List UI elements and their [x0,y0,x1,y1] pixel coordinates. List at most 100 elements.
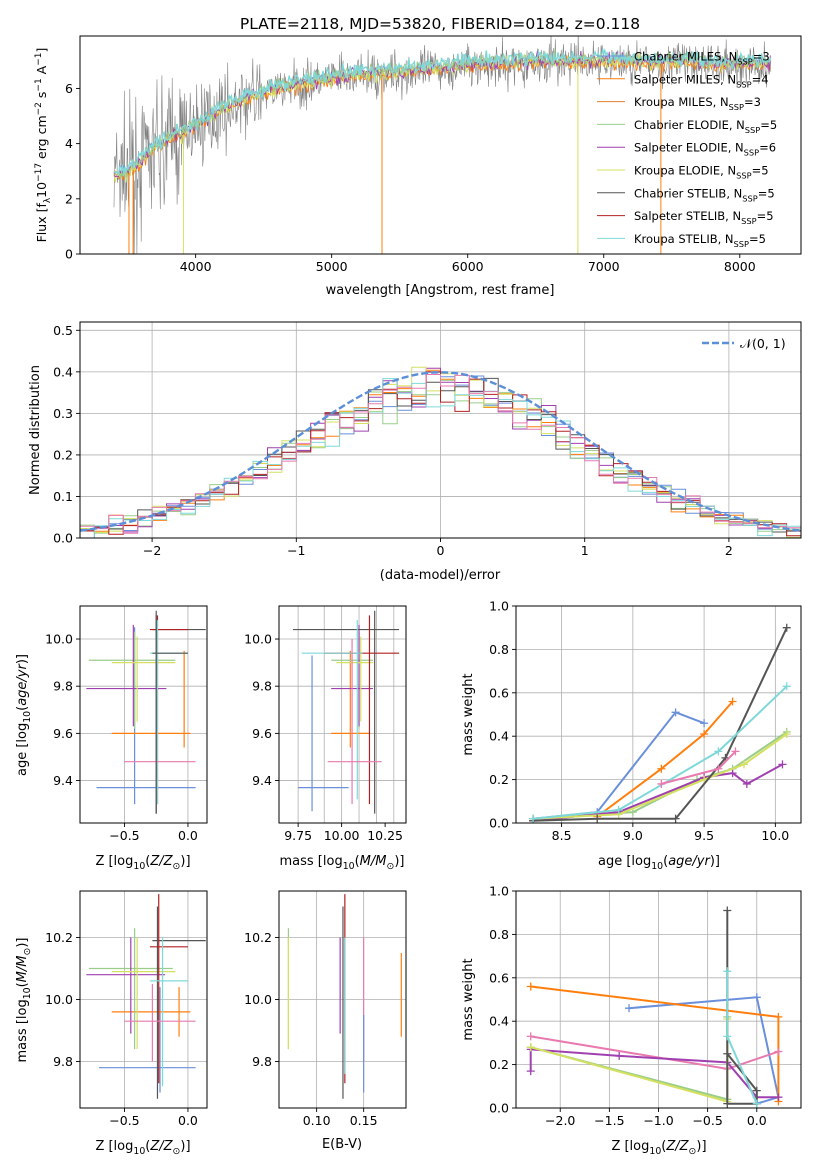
y-tick-label: 0.1 [53,489,73,504]
plot-area [86,610,206,814]
x-tick-label: 8.5 [552,828,572,843]
weight-line [596,700,734,818]
y-tick-label: 10.2 [244,930,272,945]
axes-age_vs_mass: 9.75 10.00 10.25 9.4 9.6 9.8 10.0 mass [log10(M… [244,605,407,872]
y-axis-label: age [log10(age/yr)] [15,654,33,776]
legend-label: Salpeter MILES, NSSP=4 [634,72,769,89]
weight-marker [614,805,623,814]
weight-line [726,910,758,1105]
y-tick-label: 10.0 [244,632,272,647]
y-tick-label: 0 [65,247,73,262]
legend-label: Chabrier STELIB, NSSP=5 [634,186,775,203]
x-tick-label: −1.0 [643,1113,673,1128]
grid [80,891,207,1108]
axes-frame [79,35,802,255]
x-tick-label: 4000 [180,259,212,274]
x-tick-label: −0.5 [109,1113,139,1128]
y-tick-label: 2 [65,191,73,206]
legend-label: Chabrier ELODIE, NSSP=5 [634,118,777,135]
weight-marker [723,1049,732,1058]
y-tick-label: 0.2 [489,1057,509,1072]
x-tick-label: 9.75 [284,828,312,843]
weight-marker [526,1067,535,1076]
plot-area [86,894,206,1099]
weight-line [530,985,780,1102]
weight-line [533,733,788,820]
weight-marker [731,747,740,756]
residual-histogram [80,374,801,535]
figure-title: PLATE=2118, MJD=53820, FIBERID=0184, z=0… [240,15,640,33]
y-tick-label: 9.6 [53,726,73,741]
y-tick-label: 1.0 [489,884,509,899]
grid [80,606,207,823]
y-tick-label: 1.0 [489,599,509,614]
y-axis-label: Flux [fλ10−17 erg cm−2 s−1 A−1] [34,48,53,243]
x-tick-label: 0.0 [178,828,198,843]
axes-mw_vs_age: 8.5 9.0 9.5 10.0 0.0 0.2 0.4 0.6 0.8 1.0 age [log1… [461,599,802,872]
y-tick-label: 9.8 [53,679,73,694]
y-tick-label: 9.6 [252,726,272,741]
x-tick-label: −2.0 [545,1113,575,1128]
x-tick-label: 9.5 [694,828,714,843]
weight-marker [593,814,602,823]
y-tick-label: 10.0 [45,992,73,1007]
y-tick-label: 10.0 [244,992,272,1007]
axes-frame [515,605,802,824]
plot-area [287,894,402,1099]
x-axis-label: age [log10(age/yr)] [598,854,720,872]
legend-label: Chabrier MILES, NSSP=3 [634,50,770,67]
y-tick-label: 0.4 [489,729,509,744]
y-axis-label: mass [log10(M/M⊙)] [15,938,33,1063]
y-tick-label: 9.4 [252,773,272,788]
x-tick-label: 10.25 [367,828,403,843]
x-tick-label: 2 [725,543,733,558]
weight-marker [752,1086,761,1095]
axes-age_vs_Z: −0.5 0.0 9.4 9.6 9.8 10.0 Z [log10(Z/Z⊙)] age [… [15,605,208,872]
weight-marker [778,760,787,769]
weight-marker [625,1004,634,1013]
x-tick-label: −1.5 [594,1113,624,1128]
x-tick-label: 0 [437,543,445,558]
x-axis-label: mass [log10(M/M⊙)] [280,854,405,872]
weight-marker [526,982,535,991]
weight-marker [723,906,732,915]
y-tick-label: 6 [65,81,73,96]
y-tick-label: 9.4 [53,773,73,788]
y-tick-label: 4 [65,136,73,151]
weight-marker [728,697,737,706]
legend-label: Kroupa MILES, NSSP=3 [634,95,761,112]
y-tick-label: 0.8 [489,642,509,657]
axes-frame [278,605,407,824]
x-tick-label: 0.0 [747,1113,767,1128]
y-tick-label: 9.8 [53,1054,73,1069]
y-tick-label: 0.0 [489,816,509,831]
axes-spectrum: 4000 5000 6000 7000 8000 0 2 4 6 wavelength [Angs… [34,35,802,298]
y-tick-label: 10.0 [45,632,73,647]
x-tick-label: 0.10 [303,1113,331,1128]
weight-marker [700,719,709,728]
y-axis-label: Normed distribution [28,365,43,495]
weight-marker [714,764,723,773]
x-tick-label: 6000 [452,259,484,274]
x-axis-label: E(B-V) [322,1137,362,1152]
x-axis-label: (data-model)/error [380,568,501,583]
x-tick-label: 1 [581,543,589,558]
y-tick-label: 0.0 [489,1101,509,1116]
y-tick-label: 0.0 [53,531,73,546]
grid [279,606,406,823]
x-tick-label: 0.0 [178,1113,198,1128]
grid [80,322,801,539]
weight-marker [723,967,732,976]
weight-line [533,627,788,822]
weight-marker [526,1043,535,1052]
weight-marker [782,623,791,632]
weight-marker [782,682,791,691]
weight-line [628,996,780,1105]
weight-marker [774,1093,783,1102]
y-tick-label: 0.2 [489,772,509,787]
weight-marker [657,779,666,788]
y-tick-label: 9.8 [252,679,272,694]
weight-line [532,763,783,822]
x-axis-label: wavelength [Angstrom, rest frame] [326,283,555,298]
y-tick-label: 0.8 [489,927,509,942]
